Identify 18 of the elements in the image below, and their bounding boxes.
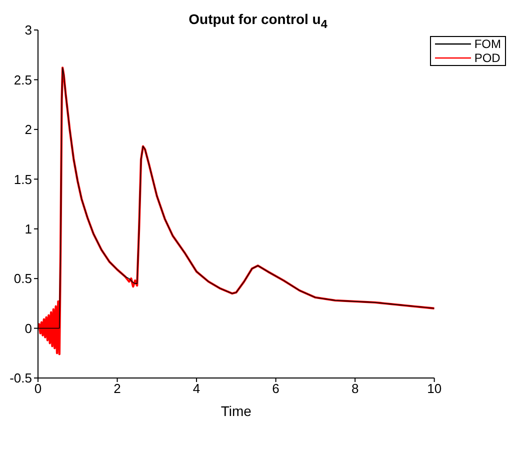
x-tick-label: 4 (192, 381, 200, 396)
x-tick-label: 0 (34, 381, 42, 396)
x-tick-label: 8 (351, 381, 359, 396)
x-tick-label: 2 (114, 381, 121, 396)
x-axis-title: Time (220, 403, 252, 419)
y-tick-label: 1.5 (14, 172, 32, 187)
legend-label: POD (474, 51, 500, 65)
y-tick-label: 1 (24, 221, 32, 236)
y-tick-label: -0.5 (10, 370, 32, 386)
x-tick-label: 10 (427, 381, 442, 396)
chart-title: Output for control u$_{4}$ (188, 11, 328, 31)
y-tick-label: 2 (24, 122, 32, 138)
y-tick-label: 3 (24, 22, 32, 38)
y-tick-label: 0 (24, 320, 32, 336)
x-tick-label: 6 (272, 381, 280, 396)
y-tick-label: 0.5 (14, 271, 32, 286)
legend-label: FOM (474, 37, 501, 51)
y-tick-label: 2.5 (14, 72, 32, 88)
